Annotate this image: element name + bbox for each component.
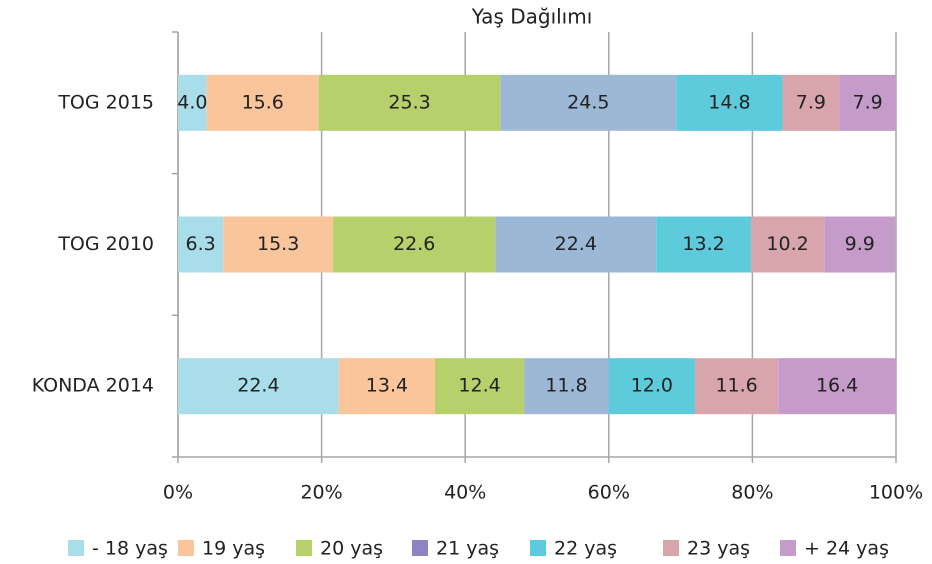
data-label: 4.0 xyxy=(177,91,207,113)
data-label: 7.9 xyxy=(796,91,826,113)
bar-segment xyxy=(656,216,751,273)
x-tick-label: 0% xyxy=(163,482,193,504)
legend-swatch xyxy=(412,540,428,556)
y-tick-label: KONDA 2014 xyxy=(32,375,154,397)
bar-segment xyxy=(824,216,896,273)
x-tick-label: 80% xyxy=(731,482,773,504)
bar-segment xyxy=(333,216,496,273)
legend-swatch xyxy=(780,540,796,556)
chart-title: Yaş Dağılımı xyxy=(471,5,593,29)
data-label: 12.0 xyxy=(631,375,673,397)
x-tick-label: 60% xyxy=(588,482,630,504)
bar-segment xyxy=(694,358,779,415)
legend-label: 21 yaş xyxy=(436,538,499,560)
data-label: 15.3 xyxy=(257,233,299,255)
x-tick-label: 40% xyxy=(444,482,486,504)
data-label: 10.2 xyxy=(766,233,808,255)
legend-swatch xyxy=(178,540,194,556)
data-label: 13.2 xyxy=(682,233,724,255)
bar-segment xyxy=(178,74,207,131)
legend-label: 22 yaş xyxy=(554,538,617,560)
bar-segment xyxy=(495,216,657,273)
data-label: 13.4 xyxy=(366,375,408,397)
data-label: 22.4 xyxy=(237,375,279,397)
bar-segment xyxy=(223,216,334,273)
data-label: 22.6 xyxy=(393,233,435,255)
data-label: 11.8 xyxy=(545,375,587,397)
bar-segment xyxy=(778,358,896,415)
bar-segment xyxy=(500,74,677,131)
bar-segment xyxy=(178,216,224,273)
bar-segment xyxy=(750,216,825,273)
bar-segment xyxy=(839,74,896,131)
data-label: 15.6 xyxy=(242,91,284,113)
legend-swatch xyxy=(296,540,312,556)
data-label: 9.9 xyxy=(845,233,875,255)
legend-swatch xyxy=(68,540,84,556)
bar-segment xyxy=(608,358,695,415)
bar-segment xyxy=(435,358,525,415)
bar-segment xyxy=(676,74,783,131)
data-label: 6.3 xyxy=(186,233,216,255)
bar-segment xyxy=(524,358,609,415)
legend-swatch xyxy=(663,540,679,556)
legend-label: + 24 yaş xyxy=(804,538,889,560)
bar-segment xyxy=(178,358,339,415)
bar-segment xyxy=(782,74,840,131)
data-label: 12.4 xyxy=(458,375,500,397)
data-label: 11.6 xyxy=(715,375,757,397)
bar-segment xyxy=(206,74,319,131)
x-tick-label: 100% xyxy=(869,482,923,504)
y-tick-label: TOG 2010 xyxy=(57,233,154,255)
x-tick-label: 20% xyxy=(300,482,342,504)
data-label: 16.4 xyxy=(816,375,858,397)
data-label: 14.8 xyxy=(708,91,750,113)
bar-segment xyxy=(338,358,436,415)
data-label: 24.5 xyxy=(567,91,609,113)
legend-label: - 18 yaş xyxy=(92,538,168,560)
data-label: 22.4 xyxy=(555,233,597,255)
legend-label: 19 yaş xyxy=(202,538,265,560)
bar-segment xyxy=(318,74,501,131)
data-label: 25.3 xyxy=(388,91,430,113)
y-tick-label: TOG 2015 xyxy=(57,91,154,113)
legend-label: 23 yaş xyxy=(687,538,750,560)
legend-label: 20 yaş xyxy=(320,538,383,560)
data-label: 7.9 xyxy=(853,91,883,113)
legend-swatch xyxy=(530,540,546,556)
